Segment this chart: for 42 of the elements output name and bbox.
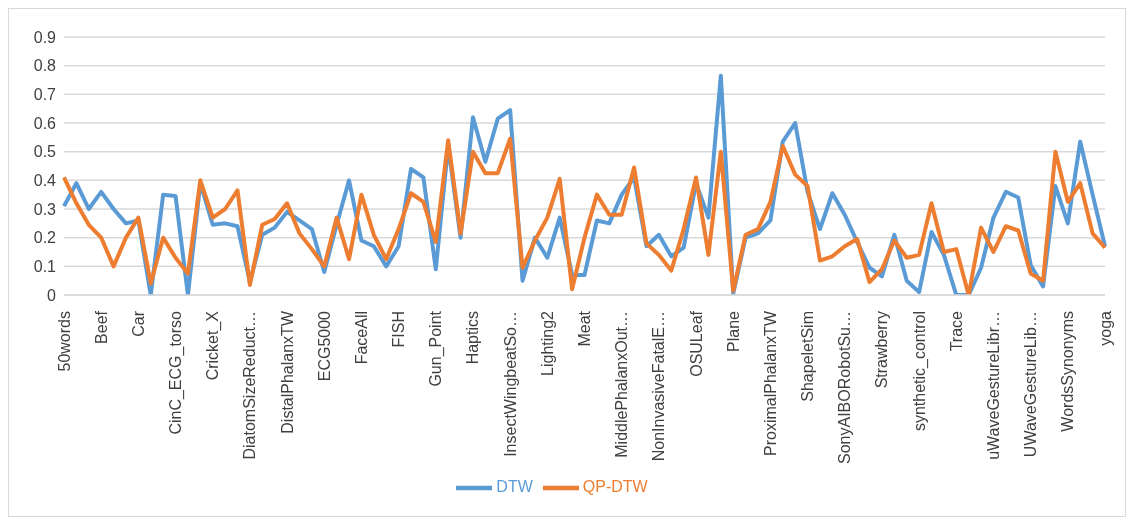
- x-tick-label: yoga: [1096, 310, 1114, 346]
- x-tick-label: Car: [129, 310, 147, 337]
- x-tick-label: 50words: [55, 311, 73, 372]
- x-tick-label: Cricket_X: [204, 310, 223, 381]
- x-tick-label: NonInvasiveFatalE…: [650, 311, 668, 462]
- x-tick-label: Haptics: [464, 311, 482, 365]
- x-tick-label: MiddlePhalanxOut…: [613, 311, 631, 458]
- x-tick-label: OSULeaf: [687, 310, 705, 377]
- y-tick-label: 0.7: [33, 86, 57, 104]
- y-tick-label: 0.5: [33, 143, 57, 161]
- y-tick-label: 0.2: [33, 229, 57, 247]
- x-tick-label: ShapeletSim: [799, 311, 817, 402]
- x-tick-label: SonyAIBORobotSu…: [836, 311, 854, 464]
- x-tick-label: FaceAll: [352, 311, 370, 365]
- x-tick-label: Beef: [92, 310, 110, 344]
- x-tick-label: synthetic_control: [910, 311, 929, 432]
- x-tick-label: DiatomSizeReduct…: [241, 311, 259, 460]
- line-series: [62, 136, 1107, 295]
- x-tick-label: Lighting2: [538, 310, 556, 376]
- x-tick-label: uWaveGestureLibr…: [984, 311, 1002, 460]
- y-tick-label: 0.3: [33, 200, 57, 218]
- legend-label: DTW: [496, 478, 533, 496]
- y-tick-label: 0: [47, 286, 57, 304]
- x-tick-label: WordsSynonyms: [1059, 311, 1077, 432]
- x-tick-label: Trace: [947, 310, 965, 352]
- y-tick-label: 0.8: [33, 57, 57, 75]
- x-tick-label: ECG5000: [315, 310, 333, 382]
- x-tick-label: FISH: [390, 311, 408, 348]
- x-tick-label: InsectWingbeatSo…: [501, 311, 519, 457]
- x-tick-label: CinC_ECG_torso: [167, 310, 186, 435]
- y-tick-label: 0.4: [33, 172, 57, 190]
- x-tick-label: Meat: [576, 310, 593, 347]
- y-tick-label: 0.1: [33, 258, 57, 276]
- legend-label: QP-DTW: [582, 478, 648, 496]
- x-tick-label: ProximalPhalanxTW: [761, 310, 779, 456]
- y-tick-label: 0.9: [33, 28, 57, 46]
- x-tick-label: Strawberry: [873, 311, 891, 389]
- x-tick-label: UWaveGestureLib…: [1022, 311, 1040, 458]
- x-tick-label: DistalPhalanxTW: [278, 310, 296, 434]
- y-tick-label: 0.6: [33, 114, 57, 132]
- x-tick-label: Plane: [724, 310, 742, 352]
- x-tick-label: Gun_Point: [427, 310, 446, 387]
